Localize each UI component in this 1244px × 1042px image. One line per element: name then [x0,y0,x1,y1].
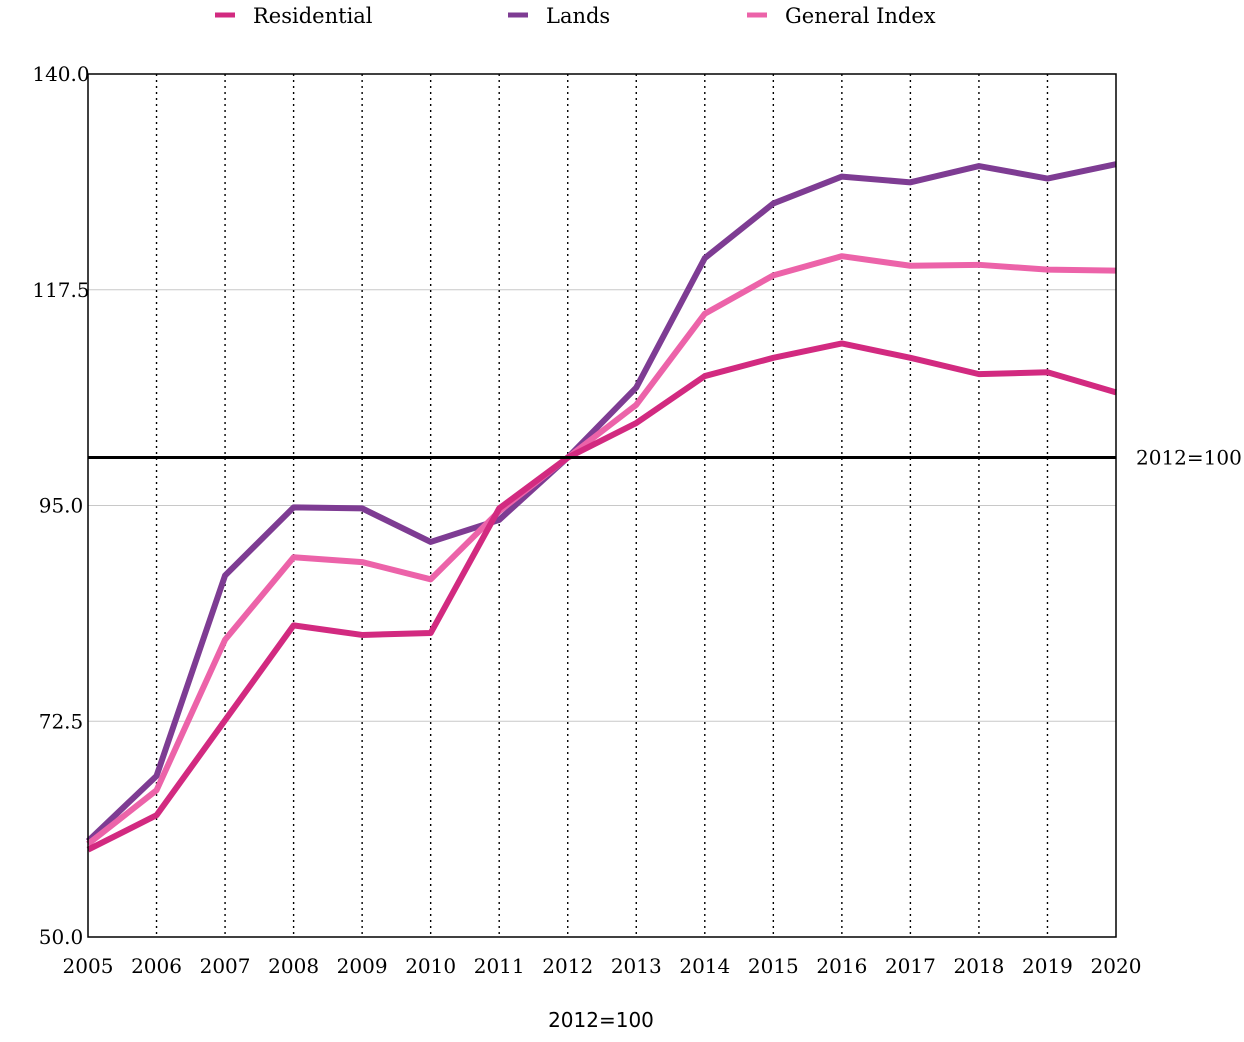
x-tick-label: 2006 [131,954,182,978]
x-axis-ticks: 2005 2006 2007 2008 2009 2010 2011 2012 2013 2014… [63,954,1142,978]
legend-label-lands: Lands [546,4,610,28]
x-tick-label: 2009 [337,954,388,978]
y-tick-label: 117.5 [32,278,89,302]
gridlines [88,74,1116,937]
series-lines [85,161,1117,853]
legend-label-residential: Residential [253,4,373,28]
y-axis-ticks: 50.0 72.5 95.0 117.5 140.0 [32,62,89,949]
reference-line: 2012=100 [88,446,1242,470]
series-line-lands [85,161,1117,844]
x-tick-label: 2014 [679,954,730,978]
chart-caption: 2012=100 [548,1008,654,1032]
y-tick-label: 140.0 [32,62,89,86]
y-tick-label: 95.0 [39,494,84,518]
series-line-residential [86,340,1117,853]
legend-item-lands: Lands [508,4,610,28]
x-tick-label: 2008 [268,954,319,978]
x-tick-label: 2016 [816,954,867,978]
x-tick-label: 2020 [1091,954,1142,978]
legend-item-general-index: General Index [747,4,936,28]
x-tick-label: 2005 [63,954,114,978]
legend: Residential Lands General Index [215,4,936,28]
y-tick-label: 50.0 [39,925,84,949]
x-tick-label: 2007 [200,954,251,978]
legend-label-general-index: General Index [785,4,936,28]
x-tick-label: 2013 [611,954,662,978]
x-tick-label: 2019 [1022,954,1073,978]
x-tick-label: 2010 [405,954,456,978]
x-tick-label: 2017 [885,954,936,978]
reference-line-label: 2012=100 [1136,446,1242,470]
x-tick-label: 2012 [542,954,593,978]
x-tick-label: 2015 [748,954,799,978]
y-tick-label: 72.5 [39,709,84,733]
legend-item-residential: Residential [215,4,373,28]
plot-frame [87,73,1117,938]
series-line-general-index [86,253,1117,847]
x-tick-label: 2011 [474,954,525,978]
x-tick-label: 2018 [953,954,1004,978]
